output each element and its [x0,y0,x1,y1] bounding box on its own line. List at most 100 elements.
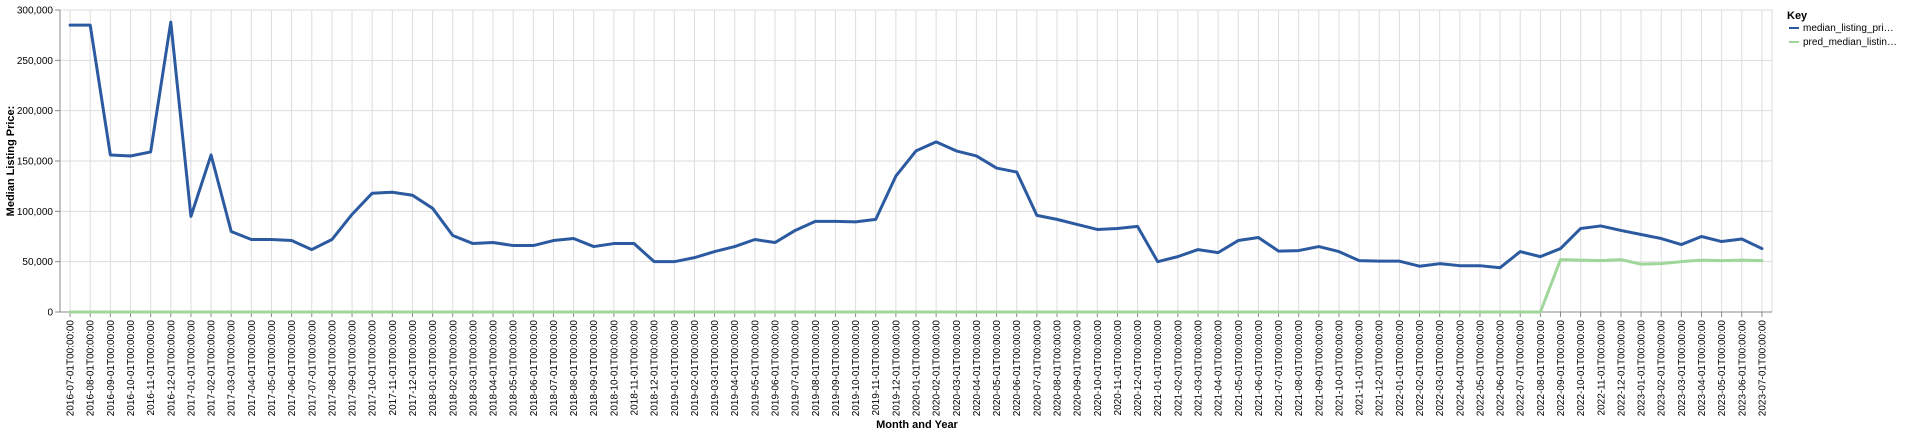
x-tick-label: 2016-09-01T00:00:00 [106,320,117,417]
x-tick-label: 2022-09-01T00:00:00 [1556,320,1567,417]
x-tick-label: 2022-05-01T00:00:00 [1475,320,1486,417]
x-tick-label: 2022-04-01T00:00:00 [1455,320,1466,417]
x-tick-label: 2021-06-01T00:00:00 [1254,320,1265,417]
x-tick-label: 2017-04-01T00:00:00 [247,320,258,417]
gridlines [60,9,1772,313]
x-tick-label: 2020-08-01T00:00:00 [1052,320,1063,417]
legend: Key median_listing_pri… pred_median_listi… [1787,10,1897,48]
x-tick-label: 2019-06-01T00:00:00 [771,320,782,417]
x-tick-label: 2018-06-01T00:00:00 [529,320,540,417]
y-axis-title: Median Listing Price: [5,106,17,217]
x-tick-label: 2017-05-01T00:00:00 [267,320,278,417]
x-tick-label: 2021-03-01T00:00:00 [1193,320,1204,417]
x-tick-label: 2019-04-01T00:00:00 [730,320,741,417]
legend-label-0: median_listing_pri… [1803,23,1894,34]
x-axis-title: Month and Year [876,419,958,431]
x-tick-label: 2018-09-01T00:00:00 [589,320,600,417]
x-tick-label: 2016-12-01T00:00:00 [166,320,177,417]
x-tick-label: 2016-08-01T00:00:00 [86,320,97,417]
y-axis: 0 50,000 100,000 150,000 200,000 250,000 300,0… [17,6,61,319]
x-tick-label: 2019-12-01T00:00:00 [891,320,902,417]
legend-label-1: pred_median_listin… [1803,37,1897,48]
x-tick-label: 2018-01-01T00:00:00 [428,320,439,417]
x-tick-label: 2019-01-01T00:00:00 [670,320,681,417]
x-tick-label: 2016-07-01T00:00:00 [66,320,77,417]
x-tick-label: 2023-06-01T00:00:00 [1737,320,1748,417]
x-tick-label: 2023-04-01T00:00:00 [1697,320,1708,417]
x-tick-label: 2019-09-01T00:00:00 [831,320,842,417]
series-line-0 [68,20,1764,270]
x-tick-label: 2019-03-01T00:00:00 [710,320,721,417]
x-tick-label: 2021-12-01T00:00:00 [1375,320,1386,417]
x-tick-label: 2019-05-01T00:00:00 [750,320,761,417]
x-axis: 2016-07-01T00:00:00 2016-08-01T00:00:00 20… [60,311,1772,417]
x-tick-label: 2020-03-01T00:00:00 [952,320,963,417]
x-tick-label: 2018-04-01T00:00:00 [489,320,500,417]
x-tick-label: 2020-05-01T00:00:00 [992,320,1003,417]
x-tick-label: 2018-02-01T00:00:00 [448,320,459,417]
x-tick-label: 2021-02-01T00:00:00 [1173,320,1184,417]
series-line-1 [68,258,1764,314]
y-tick-label: 50,000 [22,257,53,268]
x-tick-label: 2021-05-01T00:00:00 [1234,320,1245,417]
x-tick-label: 2019-08-01T00:00:00 [811,320,822,417]
x-tick-label: 2017-06-01T00:00:00 [287,320,298,417]
x-tick-label: 2018-03-01T00:00:00 [468,320,479,417]
x-tick-label: 2020-10-01T00:00:00 [1093,320,1104,417]
x-tick-label: 2022-11-01T00:00:00 [1596,320,1607,416]
x-tick-label: 2021-07-01T00:00:00 [1274,320,1285,417]
x-tick-label: 2016-11-01T00:00:00 [146,320,157,416]
x-tick-label: 2017-12-01T00:00:00 [408,320,419,417]
x-tick-label: 2020-12-01T00:00:00 [1133,320,1144,417]
x-tick-label: 2023-07-01T00:00:00 [1757,320,1768,417]
x-tick-label: 2017-03-01T00:00:00 [227,320,238,417]
x-tick-label: 2022-01-01T00:00:00 [1395,320,1406,417]
x-tick-label: 2022-08-01T00:00:00 [1536,320,1547,417]
x-tick-label: 2022-07-01T00:00:00 [1516,320,1527,417]
x-tick-label: 2023-03-01T00:00:00 [1677,320,1688,417]
x-tick-label: 2021-08-01T00:00:00 [1294,320,1305,417]
y-tick-label: 250,000 [17,56,54,67]
x-tick-label: 2017-09-01T00:00:00 [348,320,359,417]
x-tick-label: 2020-04-01T00:00:00 [972,320,983,417]
y-tick-label: 300,000 [17,6,54,17]
x-tick-label: 2018-10-01T00:00:00 [609,320,620,417]
x-tick-label: 2020-06-01T00:00:00 [1012,320,1023,417]
x-tick-label: 2020-07-01T00:00:00 [1032,320,1043,417]
legend-entries: median_listing_pri… pred_median_listin… [1789,23,1897,48]
x-tick-label: 2022-06-01T00:00:00 [1496,320,1507,417]
x-tick-label: 2023-05-01T00:00:00 [1717,320,1728,417]
x-tick-label: 2021-09-01T00:00:00 [1314,320,1325,417]
x-tick-label: 2018-08-01T00:00:00 [569,320,580,417]
y-tick-label: 100,000 [17,207,54,218]
x-tick-label: 2022-03-01T00:00:00 [1435,320,1446,417]
x-tick-label: 2019-11-01T00:00:00 [871,320,882,416]
x-tick-label: 2022-10-01T00:00:00 [1576,320,1587,417]
x-tick-label: 2017-10-01T00:00:00 [368,320,379,417]
x-tick-label: 2022-02-01T00:00:00 [1415,320,1426,417]
x-tick-label: 2021-01-01T00:00:00 [1153,320,1164,417]
x-tick-label: 2019-07-01T00:00:00 [791,320,802,417]
x-tick-label: 2019-02-01T00:00:00 [690,320,701,417]
x-tick-label: 2022-12-01T00:00:00 [1616,320,1627,417]
x-tick-label: 2016-10-01T00:00:00 [126,320,137,417]
x-tick-label: 2018-12-01T00:00:00 [650,320,661,417]
x-tick-label: 2017-02-01T00:00:00 [207,320,218,417]
x-tick-label: 2021-10-01T00:00:00 [1334,320,1345,417]
x-tick-label: 2019-10-01T00:00:00 [851,320,862,417]
x-tick-label: 2020-02-01T00:00:00 [932,320,943,417]
x-tick-label: 2018-07-01T00:00:00 [549,320,560,417]
legend-title: Key [1787,10,1808,22]
x-tick-label: 2017-08-01T00:00:00 [327,320,338,417]
x-tick-label: 2021-11-01T00:00:00 [1355,320,1366,416]
x-tick-label: 2020-11-01T00:00:00 [1113,320,1124,416]
x-tick-label: 2017-11-01T00:00:00 [388,320,399,416]
series-layer [68,20,1764,314]
x-tick-label: 2020-01-01T00:00:00 [912,320,923,417]
y-tick-label: 150,000 [17,157,54,168]
x-tick-label: 2018-05-01T00:00:00 [509,320,520,417]
x-tick-label: 2018-11-01T00:00:00 [630,320,641,416]
x-tick-label: 2020-09-01T00:00:00 [1073,320,1084,417]
x-tick-label: 2017-01-01T00:00:00 [186,320,197,417]
